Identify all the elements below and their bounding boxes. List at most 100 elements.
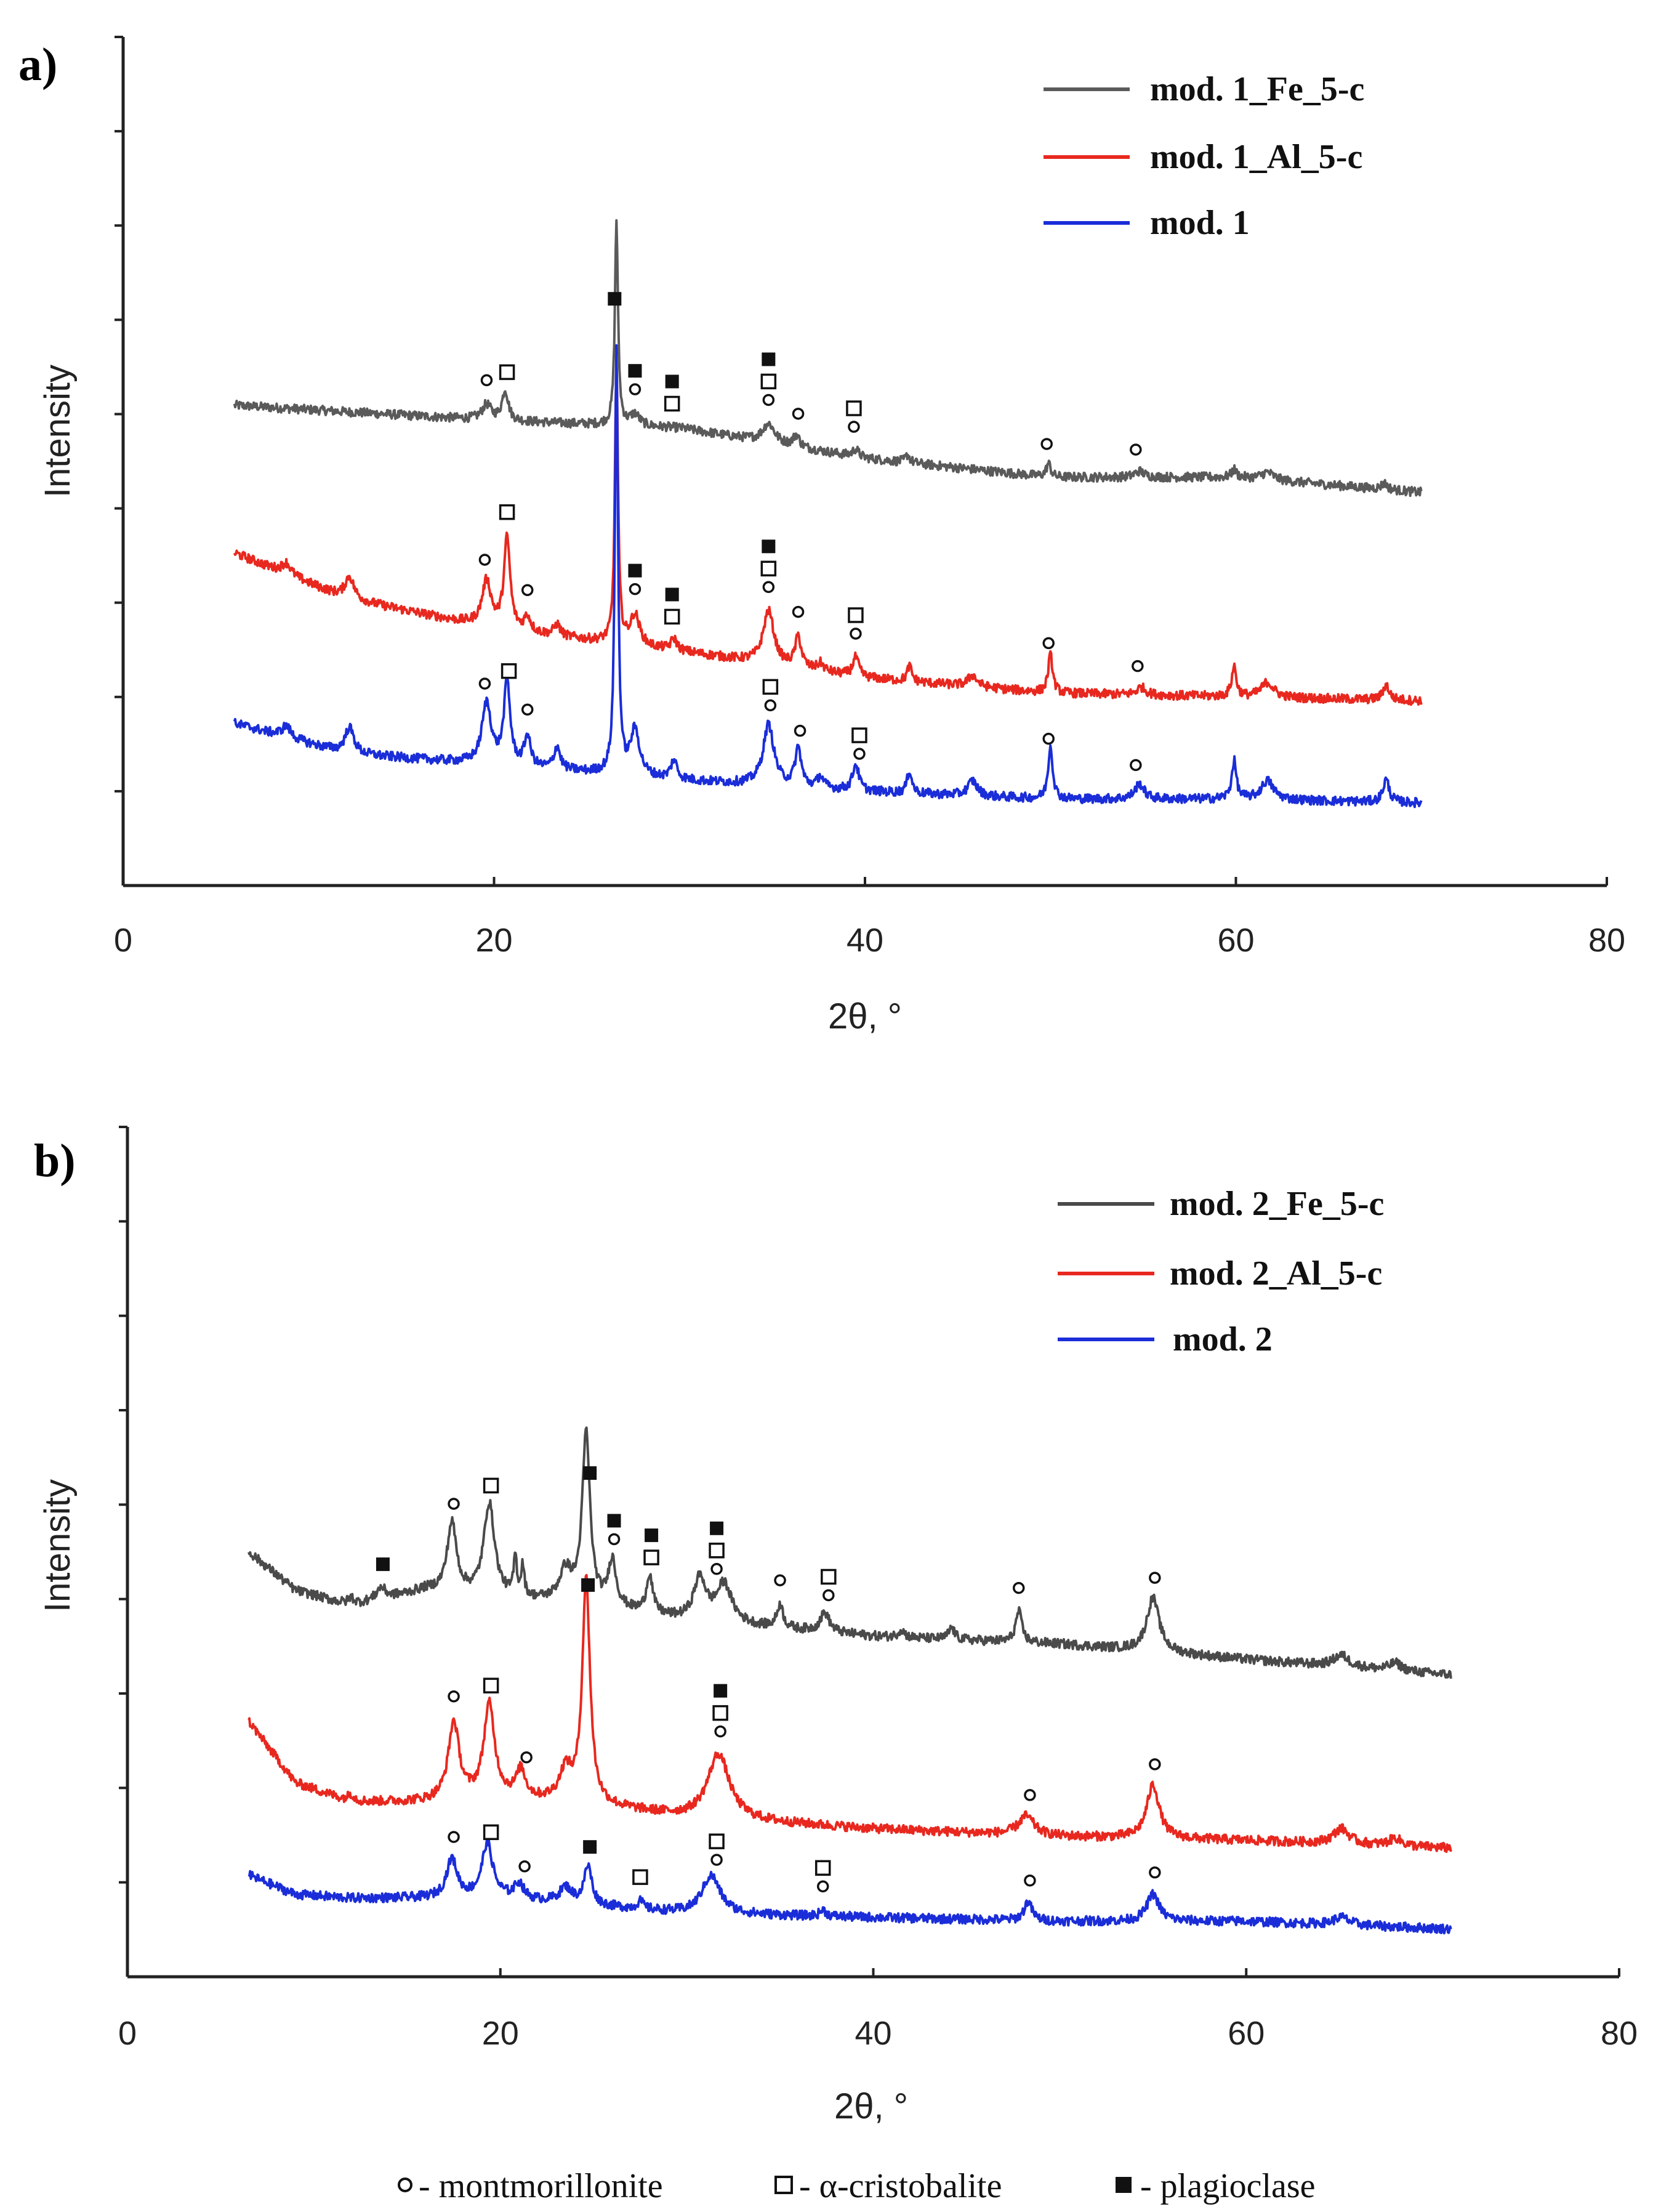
series-line-mod-1 — [233, 344, 1423, 809]
key-montmorillonite: - montmorillonite — [419, 2167, 663, 2205]
legend-label-mod2: mod. 2 — [1173, 1320, 1273, 1358]
plagioclase-marker-icon — [628, 364, 642, 378]
plagioclase-marker-icon — [714, 1684, 728, 1698]
cristobalite-marker-icon — [821, 1568, 837, 1585]
cristobalite-marker-icon — [483, 1477, 499, 1494]
panel-b-label: b) — [34, 1135, 76, 1187]
panel-a: a) 0 20 40 60 80 Intensity 2θ, ° mod. 1_Fe_5… — [18, 36, 1625, 1036]
plagioclase-marker-icon — [628, 563, 642, 578]
montmorillonite-marker-icon — [710, 1854, 723, 1866]
plagioclase-marker-icon — [376, 1557, 390, 1572]
plagioclase-marker-icon — [583, 1466, 597, 1480]
montmorillonite-marker-icon — [1149, 1866, 1161, 1879]
montmorillonite-marker-icon — [714, 1725, 726, 1738]
plagioclase-marker-icon — [710, 1521, 724, 1535]
legend: mod. 1_Fe_5-c mod. 1_Al_5-c mod. 1 — [1044, 70, 1364, 242]
x-tick-label: 80 — [1588, 922, 1625, 959]
x-axis-title: 2θ, ° — [828, 996, 902, 1036]
cristobalite-marker-icon — [632, 1869, 648, 1885]
montmorillonite-marker-icon — [762, 581, 775, 594]
legend: mod. 2_Fe_5-c mod. 2_Al_5-c mod. 2 — [1058, 1185, 1384, 1358]
key-cristobalite: - α-cristobalite — [799, 2167, 1002, 2205]
montmorillonite-marker-icon — [1132, 660, 1144, 672]
x-tick-label: 40 — [855, 2015, 891, 2052]
plagioclase-marker-icon — [583, 1840, 597, 1854]
cristobalite-marker-icon — [762, 679, 779, 695]
plagioclase-marker-icon — [607, 1514, 621, 1528]
cristobalite-marker-icon — [814, 1860, 831, 1876]
cristobalite-marker-icon — [643, 1549, 659, 1565]
cristobalite-marker-icon — [760, 373, 777, 390]
cristobalite-marker-icon — [851, 727, 867, 743]
montmorillonite-marker-icon — [518, 1860, 531, 1873]
montmorillonite-marker-icon — [608, 1533, 621, 1546]
y-axis-title: Intensity — [38, 365, 78, 498]
montmorillonite-marker-icon — [1130, 759, 1142, 772]
x-tick-label: 80 — [1601, 2015, 1638, 2052]
phase-key: - montmorillonite - α-cristobalite - pla… — [398, 2167, 1316, 2205]
panel-a-label: a) — [18, 39, 57, 91]
x-tick-label: 60 — [1228, 2015, 1265, 2052]
montmorillonite-marker-icon — [521, 703, 534, 716]
montmorillonite-marker-icon — [478, 554, 491, 566]
montmorillonite-marker-icon — [629, 383, 641, 395]
montmorillonite-marker-icon — [1012, 1581, 1025, 1594]
x-axis-title: 2θ, ° — [834, 2086, 908, 2126]
montmorillonite-marker-icon — [822, 1589, 835, 1602]
legend-label-mod2-al: mod. 2_Al_5-c — [1170, 1254, 1382, 1293]
montmorillonite-marker-icon — [629, 583, 641, 595]
montmorillonite-marker-icon — [448, 1831, 460, 1843]
montmorillonite-marker-icon — [774, 1574, 786, 1586]
series-line-mod-2-al-5-c — [247, 1573, 1452, 1853]
cristobalite-marker-icon — [483, 1824, 499, 1841]
montmorillonite-marker-icon — [1040, 438, 1053, 450]
montmorillonite-marker-icon — [1042, 637, 1055, 650]
key-plagioclase-square-icon — [1116, 2177, 1132, 2193]
plagioclase-marker-icon — [645, 1528, 659, 1543]
y-axis-title: Intensity — [38, 1479, 78, 1612]
cristobalite-marker-icon — [709, 1543, 725, 1559]
montmorillonite-marker-icon — [1024, 1875, 1036, 1887]
cristobalite-marker-icon — [664, 608, 680, 625]
montmorillonite-marker-icon — [521, 584, 534, 596]
montmorillonite-marker-icon — [792, 408, 805, 420]
montmorillonite-marker-icon — [764, 699, 777, 712]
x-tick-label: 40 — [847, 922, 883, 959]
cristobalite-marker-icon — [499, 364, 515, 381]
cristobalite-marker-icon — [483, 1677, 499, 1693]
panel-b: b) 0 20 40 60 80 Intensity 2θ, ° mod. 2_Fe_5… — [34, 1126, 1638, 2126]
montmorillonite-marker-icon — [1149, 1758, 1161, 1770]
cristobalite-marker-icon — [499, 504, 515, 520]
plagioclase-marker-icon — [762, 352, 776, 366]
legend-label-mod1-fe: mod. 1_Fe_5-c — [1150, 70, 1364, 108]
series-line-mod-1-fe-5-c — [233, 219, 1423, 498]
legend-label-mod1-al: mod. 1_Al_5-c — [1150, 138, 1362, 176]
key-cristobalite-square-icon — [774, 2176, 793, 2194]
cristobalite-marker-icon — [501, 663, 517, 679]
montmorillonite-marker-icon — [1024, 1789, 1036, 1801]
montmorillonite-marker-icon — [1149, 1572, 1161, 1584]
plagioclase-marker-icon — [665, 587, 679, 602]
legend-label-mod1: mod. 1 — [1150, 204, 1250, 242]
montmorillonite-marker-icon — [848, 421, 860, 433]
montmorillonite-marker-icon — [480, 374, 493, 387]
cristobalite-marker-icon — [760, 560, 777, 577]
montmorillonite-marker-icon — [710, 1563, 723, 1575]
montmorillonite-marker-icon — [1130, 443, 1142, 456]
plagioclase-marker-icon — [665, 374, 679, 389]
montmorillonite-marker-icon — [762, 394, 775, 406]
series-line-mod-2-fe-5-c — [247, 1426, 1452, 1679]
montmorillonite-marker-icon — [448, 1690, 460, 1703]
x-tick-label: 0 — [118, 2015, 137, 2052]
plagioclase-marker-icon — [762, 539, 776, 554]
cristobalite-marker-icon — [848, 607, 864, 623]
key-plagioclase: - plagioclase — [1140, 2167, 1316, 2205]
cristobalite-marker-icon — [709, 1833, 725, 1849]
x-tick-label: 60 — [1217, 922, 1254, 959]
key-montmorillonite-circle-icon — [398, 2178, 412, 2192]
montmorillonite-marker-icon — [792, 605, 805, 618]
x-tick-label: 20 — [475, 922, 512, 959]
cristobalite-marker-icon — [664, 395, 680, 412]
montmorillonite-marker-icon — [794, 724, 806, 737]
montmorillonite-marker-icon — [853, 748, 866, 760]
